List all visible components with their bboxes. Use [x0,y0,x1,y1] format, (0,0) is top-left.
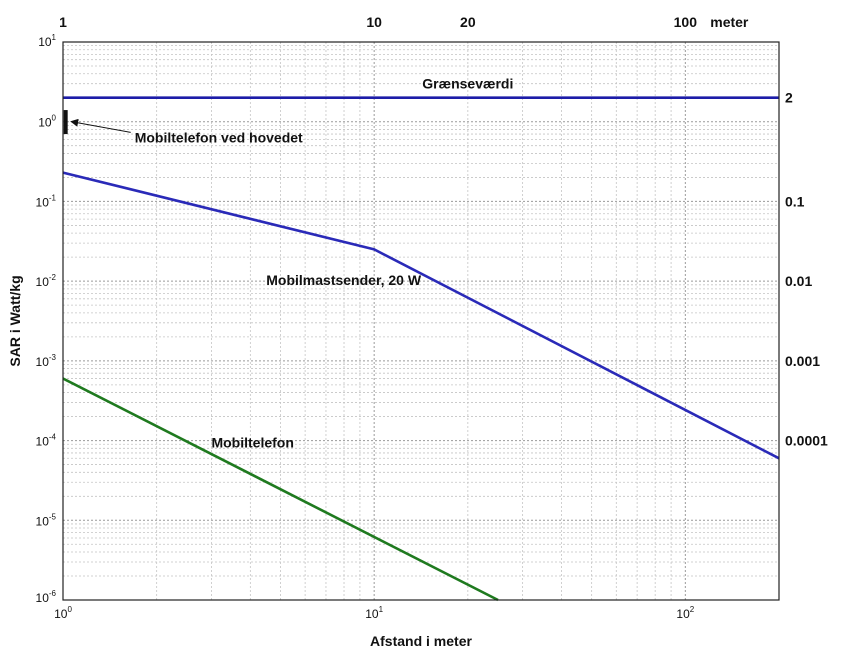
y-tick-label: 101 [38,33,56,49]
top-tick-label: meter [710,14,749,30]
x-tick-label: 100 [54,605,72,621]
grid [63,42,780,600]
y-tick-label: 10-5 [36,512,57,528]
x-axis-label: Afstand i meter [370,633,472,649]
y-tick-label: 100 [38,114,56,130]
series-group [62,96,780,602]
annotation-label: Mobiltelefon [211,434,293,450]
top-tick-label: 20 [460,14,476,30]
y-tick-label: 10-1 [36,193,57,209]
top-tick-label: 1 [59,14,67,30]
y-tick-label: 10-3 [36,353,57,369]
top-tick-label: 10 [366,14,382,30]
right-tick-label: 0.01 [785,273,812,289]
annotation-label: Mobiltelefon ved hovedet [135,129,303,145]
plot-frame [62,41,780,601]
top-tick-label: 100 [674,14,698,30]
plot-background [63,42,779,600]
right-tick-label: 0.001 [785,353,820,369]
right-tick-label: 2 [785,90,793,106]
annotation-arrow [70,118,131,133]
y-axis-label: SAR i Watt/kg [7,275,23,366]
annotations: Grænseværdi Mobiltelefon ved hovedet Mobil… [70,76,513,450]
right-tick-label: 0.0001 [785,433,828,449]
y-tick-label: 10-2 [36,273,57,289]
annotation-label: Grænseværdi [422,76,513,92]
series-line [62,377,499,602]
x-tick-label: 101 [365,605,383,621]
y-tick-label: 10-6 [36,589,57,605]
series-line [62,171,780,460]
annotation-label: Mobilmastsender, 20 W [266,272,422,288]
x-tick-label: 102 [676,605,694,621]
right-tick-label: 0.1 [785,193,805,209]
y-tick-label: 10-4 [36,433,57,449]
tick-labels: 100 101 10210110010-110-210-310-410-510-61… [36,14,829,621]
